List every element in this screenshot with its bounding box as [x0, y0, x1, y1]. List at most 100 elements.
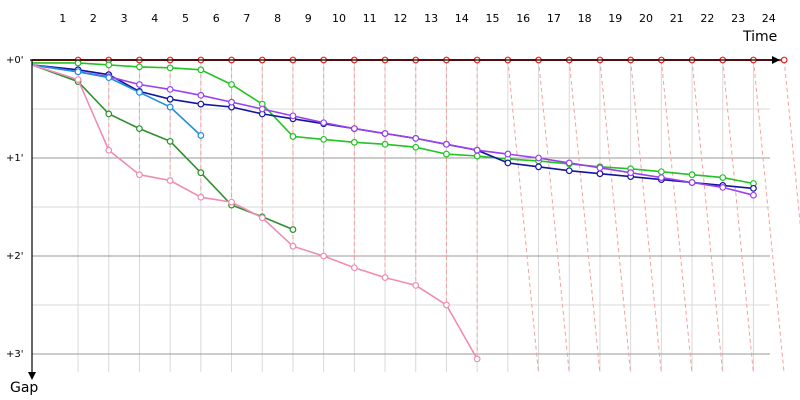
data-point — [74, 68, 82, 76]
series-line — [31, 64, 757, 199]
data-point — [688, 179, 696, 186]
x-tick-label: 20 — [639, 12, 653, 25]
data-point — [166, 177, 174, 184]
y-tick-label: +1' — [6, 153, 24, 164]
data-point — [197, 66, 205, 74]
data-point — [136, 171, 143, 179]
x-tick-label: 18 — [578, 12, 592, 25]
data-point — [320, 252, 328, 260]
data-point — [412, 134, 420, 142]
x-tick-label: 23 — [731, 12, 745, 25]
data-point — [750, 191, 757, 199]
x-tick-label: 19 — [608, 12, 622, 25]
x-tick-label: 7 — [243, 12, 250, 25]
x-tick-label: 5 — [182, 12, 189, 25]
data-point — [565, 159, 573, 167]
data-point — [105, 74, 113, 82]
data-point — [596, 164, 604, 172]
x-tick-label: 6 — [213, 12, 220, 25]
data-point — [381, 274, 389, 281]
data-point — [627, 169, 635, 177]
data-point — [443, 140, 450, 148]
y-tick-labels: +0' +1' +2' +3' — [6, 55, 24, 360]
data-point — [289, 112, 297, 120]
series-path — [31, 64, 294, 231]
data-point — [105, 61, 113, 69]
y-tick-label: +3' — [6, 349, 24, 360]
data-point — [504, 159, 512, 167]
pit-connector — [691, 59, 724, 374]
x-axis-label: Time — [742, 29, 777, 45]
pit-connector — [783, 59, 800, 228]
data-point — [197, 193, 205, 201]
data-point — [688, 171, 696, 179]
minor-grid — [32, 60, 770, 372]
series-group — [31, 56, 788, 363]
pit-connector — [568, 59, 601, 374]
series-line — [31, 64, 205, 139]
data-point — [166, 85, 174, 93]
pit-connector — [630, 59, 662, 374]
data-point — [105, 146, 113, 154]
data-point — [197, 100, 205, 108]
data-point — [166, 103, 174, 111]
data-point — [228, 81, 235, 88]
x-tick-label: 2 — [90, 12, 97, 25]
data-point — [320, 119, 328, 127]
pit-connector — [507, 59, 540, 374]
y-axis-label: Gap — [10, 380, 38, 396]
data-point — [657, 174, 665, 182]
data-point — [320, 135, 328, 143]
data-point — [105, 110, 113, 118]
data-point — [197, 132, 205, 139]
series-line — [31, 64, 481, 363]
x-tick-label: 16 — [516, 12, 530, 25]
major-grid — [32, 157, 770, 355]
x-tick-label: 12 — [393, 12, 407, 25]
x-tick-label: 15 — [486, 12, 500, 25]
data-point — [74, 59, 82, 67]
x-tick-label: 9 — [305, 12, 312, 25]
data-point — [535, 163, 542, 171]
data-point — [412, 143, 420, 151]
x-tick-label: 10 — [332, 12, 346, 25]
data-point — [289, 226, 297, 233]
y-tick-label: +0' — [6, 55, 24, 66]
data-point — [166, 95, 174, 103]
data-point — [228, 198, 235, 206]
x-tick-label: 1 — [59, 12, 66, 25]
x-tick-label: 13 — [424, 12, 438, 25]
x-tick-label: 24 — [762, 12, 776, 25]
x-tick-label: 21 — [670, 12, 684, 25]
x-tick-label: 4 — [151, 12, 158, 25]
data-point — [565, 167, 573, 175]
axes — [28, 56, 780, 380]
data-point — [504, 150, 512, 158]
data-point — [258, 214, 266, 222]
data-point — [136, 63, 143, 71]
data-point — [166, 137, 174, 145]
series-path — [31, 64, 202, 137]
data-point — [535, 154, 542, 162]
data-point — [136, 125, 143, 133]
data-point — [289, 242, 297, 250]
pit-connector — [752, 59, 785, 374]
data-point — [197, 91, 205, 99]
data-point — [350, 125, 358, 133]
data-point — [74, 76, 82, 83]
pit-connector — [660, 59, 693, 374]
pit-connector — [722, 59, 754, 374]
data-point — [719, 183, 727, 191]
data-point — [443, 150, 450, 158]
data-point — [258, 105, 266, 113]
data-point — [473, 146, 481, 154]
series-path — [31, 64, 754, 196]
data-point — [289, 133, 297, 140]
pit-connector — [538, 59, 570, 374]
data-point — [473, 152, 481, 160]
data-point — [197, 169, 205, 177]
data-point — [443, 301, 450, 309]
y-tick-label: +2' — [6, 251, 24, 262]
data-point — [780, 56, 788, 64]
